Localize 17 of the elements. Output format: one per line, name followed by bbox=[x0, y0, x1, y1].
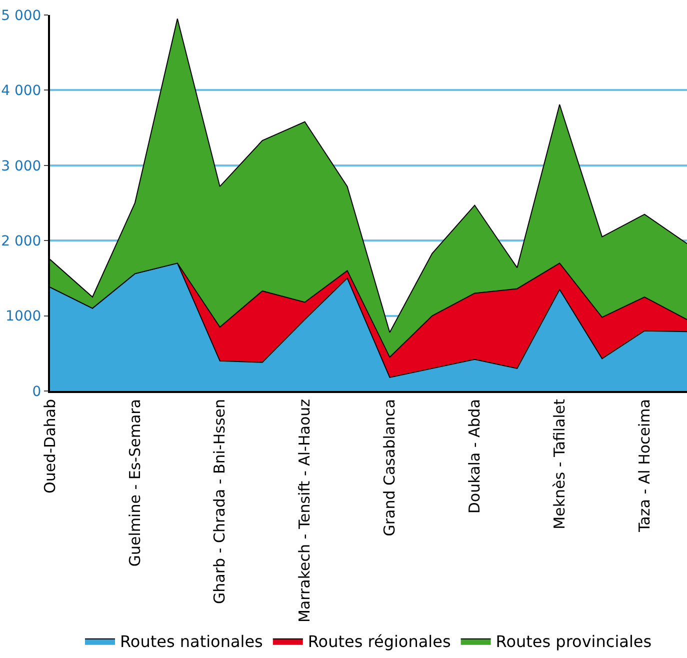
y-tick-label: 4 000 bbox=[1, 83, 42, 100]
x-tick-label: Marrakech - Tensift - Al-Haouz bbox=[296, 398, 314, 623]
y-tick-label: 3 000 bbox=[1, 158, 42, 174]
x-tick-label: Guelmine - Es-Semara bbox=[126, 399, 144, 567]
legend-label: Routes régionales bbox=[308, 632, 451, 652]
x-tick-label: Gharb - Chrada - Bni-Hssen bbox=[210, 399, 229, 604]
y-tick-label: 2 000 bbox=[1, 234, 42, 250]
x-tick-label: Doukala - Abda bbox=[466, 399, 484, 514]
legend-label: Routes provinciales bbox=[496, 632, 652, 652]
x-tick-label: Oued-Dahab bbox=[40, 399, 59, 494]
legend-label: Routes nationales bbox=[120, 632, 263, 652]
x-tick-label: Taza - Al Hoceima bbox=[635, 399, 654, 533]
y-tick-label: 0 bbox=[32, 384, 42, 400]
y-tick-label: 1000 bbox=[6, 308, 42, 325]
y-tick-label: 5 000 bbox=[1, 8, 42, 24]
x-tick-label: Grand Casablanca bbox=[380, 399, 399, 536]
x-tick-label: Meknès - Tafilalet bbox=[550, 398, 568, 530]
